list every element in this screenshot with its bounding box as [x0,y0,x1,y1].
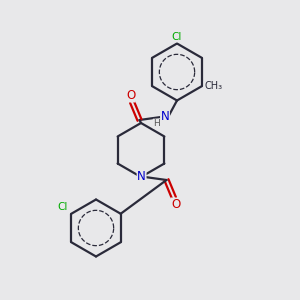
Text: N: N [160,110,169,124]
Text: CH₃: CH₃ [204,81,222,91]
Text: O: O [171,198,180,211]
Text: H: H [153,119,160,128]
Text: N: N [137,170,146,184]
Text: Cl: Cl [57,202,68,212]
Text: O: O [126,89,135,102]
Text: Cl: Cl [172,32,182,42]
